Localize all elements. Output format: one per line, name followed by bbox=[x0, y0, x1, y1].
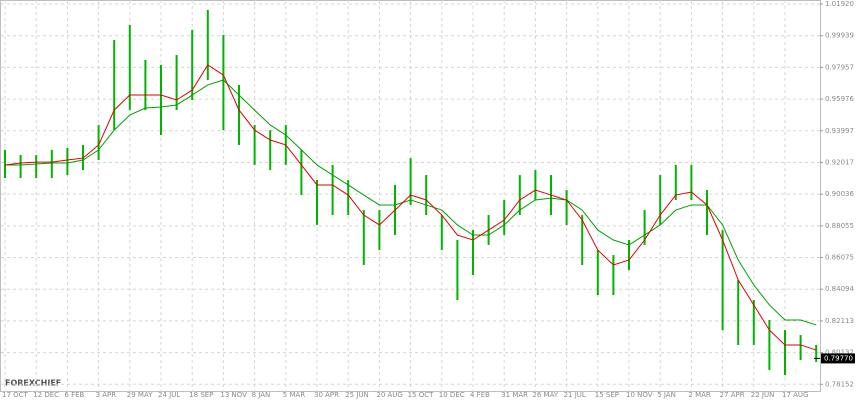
y-tick-label: 0.97957 bbox=[825, 63, 854, 71]
y-tick-label: 0.95976 bbox=[825, 95, 854, 103]
x-tick-label: 26 MAY bbox=[532, 391, 558, 399]
current-price-label: 0.79770 bbox=[824, 354, 853, 362]
x-tick-label: 5 MAR bbox=[283, 391, 306, 399]
x-tick-label: 3 APR bbox=[96, 391, 117, 399]
x-tick-label: 10 DEC bbox=[439, 391, 465, 399]
x-tick-label: 12 DEC bbox=[33, 391, 59, 399]
y-tick-label: 0.80132 bbox=[825, 349, 854, 357]
current-price-box bbox=[821, 353, 855, 364]
y-tick-label: 0.86075 bbox=[825, 254, 854, 262]
x-tick-label: 25 JUN bbox=[345, 391, 369, 399]
x-tick-label: 5 JAN bbox=[657, 391, 676, 399]
x-tick-label: 18 SEP bbox=[189, 391, 213, 399]
watermark: FOREXCHIEF bbox=[5, 379, 61, 388]
x-tick-label: 17 OCT bbox=[2, 391, 29, 399]
x-tick-label: 29 MAY bbox=[127, 391, 153, 399]
x-tick-label: 2 MAR bbox=[688, 391, 711, 399]
y-tick-label: 1.01920 bbox=[825, 0, 854, 8]
x-tick-label: 6 FEB bbox=[64, 391, 84, 399]
x-tick-label: 31 MAR bbox=[501, 391, 528, 399]
x-tick-label: 22 JUN bbox=[751, 391, 775, 399]
x-tick-label: 8 JAN bbox=[252, 391, 271, 399]
x-tick-label: 30 APR bbox=[314, 391, 339, 399]
moving-average bbox=[5, 79, 817, 326]
x-tick-label: 15 SEP bbox=[595, 391, 619, 399]
x-tick-label: 20 AUG bbox=[376, 391, 402, 399]
x-tick-label: 10 NOV bbox=[626, 391, 653, 399]
moving-average bbox=[4, 64, 817, 351]
x-tick-label: 13 NOV bbox=[220, 391, 247, 399]
x-tick-label: 24 JUL bbox=[158, 391, 180, 399]
y-tick-label: 0.90036 bbox=[825, 190, 854, 198]
y-tick-label: 0.93997 bbox=[825, 127, 854, 135]
x-tick-label: 21 JUL bbox=[564, 391, 586, 399]
y-tick-label: 0.99939 bbox=[825, 32, 854, 40]
y-tick-label: 0.92017 bbox=[825, 158, 854, 166]
x-tick-label: 4 FEB bbox=[470, 391, 490, 399]
y-tick-label: 0.78152 bbox=[825, 380, 854, 388]
x-tick-label: 27 APR bbox=[720, 391, 745, 399]
x-tick-label: 17 AUG bbox=[782, 391, 808, 399]
x-tick-label: 15 OCT bbox=[408, 391, 435, 399]
y-tick-label: 0.82113 bbox=[825, 317, 854, 325]
y-tick-label: 0.88055 bbox=[825, 222, 854, 230]
y-tick-label: 0.84094 bbox=[825, 285, 854, 293]
